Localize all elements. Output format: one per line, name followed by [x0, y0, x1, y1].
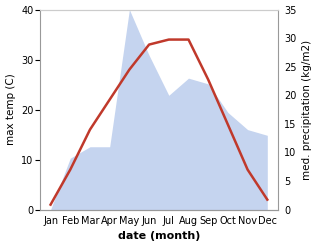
- Y-axis label: max temp (C): max temp (C): [5, 74, 16, 145]
- Y-axis label: med. precipitation (kg/m2): med. precipitation (kg/m2): [302, 40, 313, 180]
- X-axis label: date (month): date (month): [118, 231, 200, 242]
